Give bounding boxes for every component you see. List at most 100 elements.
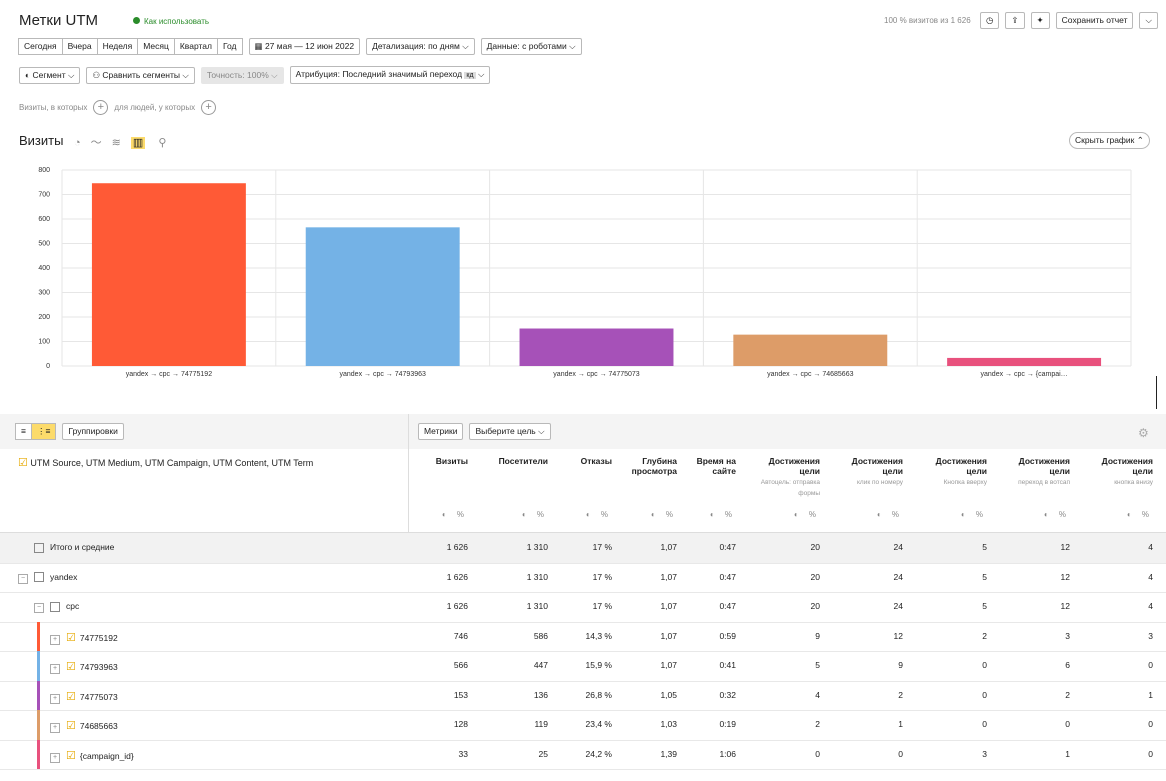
- y-tick-label: 800: [38, 167, 50, 174]
- row-label[interactable]: − yandex: [18, 572, 77, 584]
- table-cell: 119: [534, 719, 548, 729]
- date-range[interactable]: ▦ 27 мая — 12 июн 2022: [248, 38, 361, 55]
- row-checkbox[interactable]: ☑: [66, 749, 76, 762]
- view-tree[interactable]: ⋮≡: [30, 423, 57, 440]
- save-menu[interactable]: ⌵: [1139, 12, 1158, 29]
- table-cell: 1: [1065, 748, 1070, 759]
- metrics-button[interactable]: Метрики: [418, 423, 464, 440]
- export-button[interactable]: ⇪: [1005, 12, 1025, 29]
- groupings-button[interactable]: Группировки: [62, 423, 124, 440]
- row-label[interactable]: Итого и средние: [34, 542, 114, 553]
- expand-toggle[interactable]: +: [50, 693, 60, 704]
- view-list[interactable]: ≡: [15, 423, 32, 440]
- table-cell: 0: [982, 660, 987, 670]
- period-button[interactable]: Вчера: [61, 38, 98, 55]
- goal-button[interactable]: Выберите цель ⌵: [469, 423, 551, 440]
- period-group: Сегодня Вчера Неделя Месяц Квартал Год: [18, 38, 243, 55]
- segment-button[interactable]: ◐ Сегмент ⌵: [19, 66, 81, 84]
- expand-toggle[interactable]: +: [50, 752, 60, 763]
- row-checkbox[interactable]: [34, 572, 44, 583]
- table-cell: 136: [533, 689, 548, 700]
- dimension-text: UTM Source, UTM Medium, UTM Campaign, UT…: [30, 458, 314, 468]
- table-cell: 1 626: [446, 571, 468, 582]
- period-button[interactable]: Неделя: [96, 38, 139, 55]
- period-button[interactable]: Год: [216, 38, 243, 55]
- history-button[interactable]: ◷: [980, 12, 1000, 29]
- column-header[interactable]: Визиты: [408, 456, 468, 466]
- column-icons: ◐ %: [876, 510, 903, 519]
- column-icons: ◐ %: [793, 510, 820, 519]
- row-label[interactable]: + ☑ 74775073: [50, 690, 118, 704]
- segment-bar: ◐ Сегмент ⌵ ⚇ Сравнить сегменты ⌵ Точнос…: [19, 66, 491, 84]
- column-sub: переход в вотсап: [1018, 479, 1070, 486]
- row-label[interactable]: + ☑ 74685663: [50, 719, 118, 733]
- period-button[interactable]: Месяц: [137, 38, 175, 55]
- table-cell: 0: [982, 719, 987, 729]
- period-bar: Сегодня Вчера Неделя Месяц Квартал Год ▦ 27 м…: [18, 38, 582, 55]
- row-label[interactable]: + ☑ 74793963: [50, 660, 118, 674]
- row-label[interactable]: + ☑ 74775192: [50, 631, 118, 645]
- table-cell: 1,39: [660, 748, 677, 759]
- row-checkbox[interactable]: [34, 542, 44, 553]
- table-cell: 0: [1148, 660, 1153, 670]
- chart-type-icons[interactable]: ◔〜≋ ▥ ⚲: [74, 137, 177, 149]
- share-button[interactable]: ✦: [1030, 12, 1050, 29]
- row-checkbox[interactable]: [50, 601, 60, 612]
- how-to-link[interactable]: Как использовать: [133, 17, 209, 26]
- table-row: [0, 710, 1166, 741]
- column-icons: ◐ %: [441, 510, 468, 519]
- hide-chart-button[interactable]: Скрыть график ⌃: [1069, 132, 1150, 149]
- row-checkbox[interactable]: ☑: [66, 631, 76, 644]
- column-header[interactable]: Достижения цели переход в вотсап: [998, 456, 1070, 487]
- settings-icon[interactable]: ⚙: [1138, 426, 1149, 440]
- table-cell: 1:06: [719, 748, 736, 759]
- period-button[interactable]: Сегодня: [18, 38, 63, 55]
- add-people-filter[interactable]: +: [201, 100, 217, 115]
- detail-select[interactable]: Детализация: по дням ⌵: [366, 38, 475, 55]
- table-cell: 12: [1060, 542, 1070, 552]
- period-button[interactable]: Квартал: [173, 38, 218, 55]
- save-button[interactable]: Сохранить отчет: [1055, 12, 1134, 29]
- column-header[interactable]: Время на сайте: [684, 456, 736, 476]
- row-label[interactable]: + ☑ {campaign_id}: [50, 749, 134, 763]
- table-cell: 0: [982, 689, 987, 700]
- bar: [305, 227, 460, 366]
- row-checkbox[interactable]: ☑: [66, 690, 76, 703]
- table-cell: 0: [1065, 719, 1070, 729]
- accuracy-button[interactable]: Точность: 100% ⌵: [200, 66, 284, 84]
- expand-toggle[interactable]: −: [34, 603, 44, 613]
- y-tick-label: 300: [38, 289, 50, 296]
- attribution-button[interactable]: Атрибуция: Последний значимый переход кд…: [289, 66, 491, 84]
- table-head-divider: [0, 532, 1166, 533]
- expand-toggle[interactable]: +: [50, 723, 60, 733]
- row-checkbox[interactable]: ☑: [66, 720, 76, 732]
- row-checkbox[interactable]: ☑: [66, 661, 76, 673]
- column-name: Достижения цели: [851, 456, 903, 476]
- column-header[interactable]: Достижения цели клик по номеру: [831, 456, 903, 487]
- add-visits-filter[interactable]: +: [93, 100, 109, 115]
- expand-toggle[interactable]: −: [18, 573, 28, 584]
- table-cell: 5: [982, 542, 987, 552]
- data-select[interactable]: Данные: с роботами ⌵: [480, 38, 582, 55]
- compare-button[interactable]: ⚇ Сравнить сегменты ⌵: [86, 66, 195, 84]
- table-cell: 1 310: [526, 571, 548, 582]
- expand-toggle[interactable]: +: [50, 634, 60, 645]
- column-header[interactable]: Достижения цели Кнопка вверху: [915, 456, 987, 487]
- column-sub: клик по номеру: [856, 479, 903, 486]
- column-header[interactable]: Достижения цели кнопка внизу: [1081, 456, 1153, 487]
- table-row: [0, 622, 1166, 652]
- table-cell: 3: [1148, 630, 1153, 641]
- column-name: Достижения цели: [1101, 456, 1153, 476]
- table-cell: 0:47: [719, 601, 736, 611]
- table-cell: 20: [810, 601, 820, 611]
- row-label[interactable]: − cpc: [34, 601, 79, 613]
- table-cell: 12: [893, 630, 903, 641]
- expand-toggle[interactable]: +: [50, 664, 60, 674]
- column-header[interactable]: Достижения цели Автоцель: отправка формы: [748, 456, 820, 498]
- hide-chart-text: Скрыть график: [1075, 135, 1135, 145]
- column-header[interactable]: Отказы: [557, 456, 612, 466]
- column-header[interactable]: Посетители: [478, 456, 548, 466]
- column-header[interactable]: Глубина просмотра: [617, 456, 677, 476]
- table-row: [0, 681, 1166, 711]
